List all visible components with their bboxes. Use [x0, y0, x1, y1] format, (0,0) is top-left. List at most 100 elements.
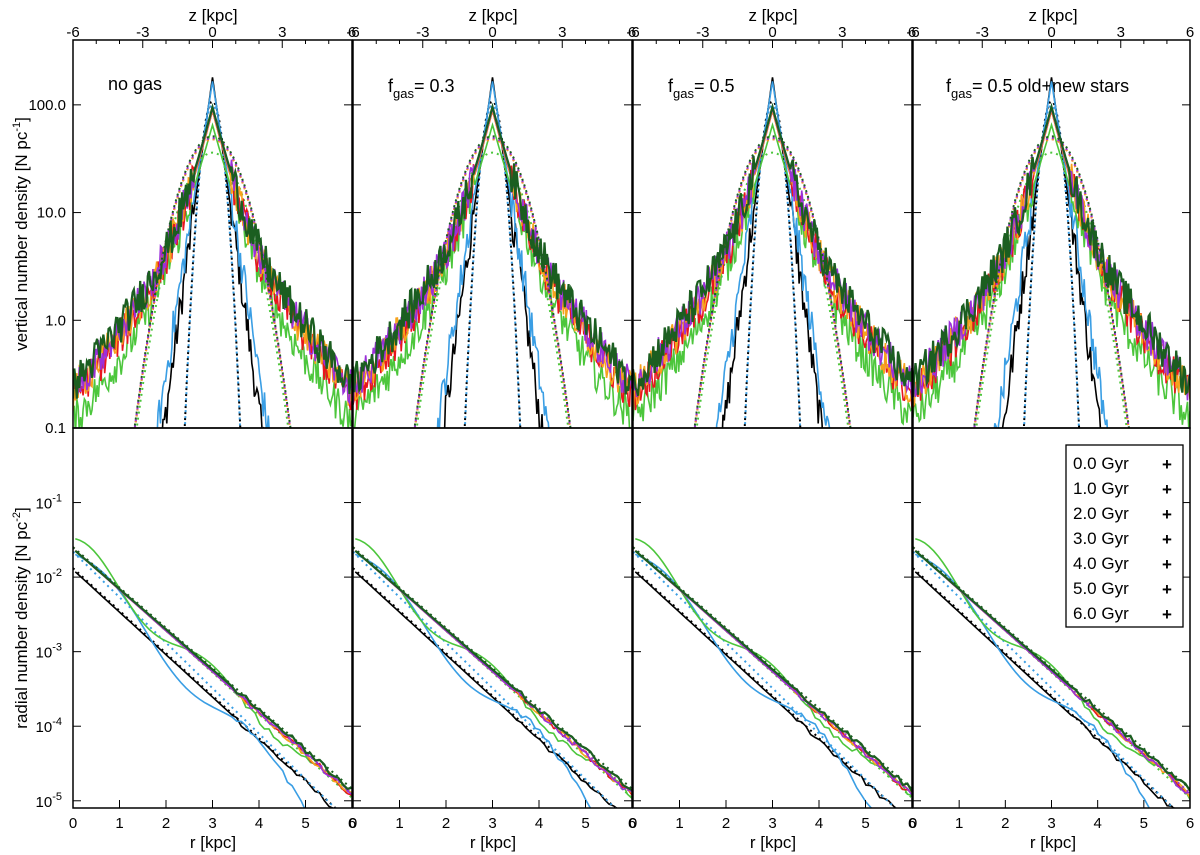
legend-label-5: 5.0 Gyr	[1073, 579, 1129, 598]
vertical-line-3-panel-0	[73, 107, 352, 411]
vertical-line-0-panel-2	[721, 77, 824, 428]
radial-line-6-panel-0	[74, 549, 352, 791]
vertical-line-0-panel-0	[161, 77, 264, 428]
r-tick-label-1-6: 6	[628, 815, 636, 832]
r-tick-label-3-1: 1	[955, 815, 963, 832]
legend-marker-4: +	[1162, 555, 1172, 574]
top-xlabel-1: z [kpc]	[468, 6, 517, 25]
vertical-fit-6-panel-0	[133, 135, 292, 428]
r-tick-label-3-3: 3	[1047, 815, 1055, 832]
vertical-line-4-panel-0	[73, 107, 352, 411]
r-tick-label-0-3: 3	[208, 815, 216, 832]
vy-tick-label-1: 1.0	[45, 312, 66, 329]
radial-line-6-panel-2	[634, 549, 912, 793]
radial-ylabel: radial number density [N pc-2]	[11, 507, 31, 728]
r-tick-label-2-1: 1	[675, 815, 683, 832]
r-tick-label-0-4: 4	[255, 815, 263, 832]
z-tick-label-3-0: -6	[906, 24, 919, 41]
radial-line-6-panel-1	[354, 549, 632, 792]
vertical-fit-2-panel-2	[695, 151, 850, 428]
r-tick-label-1-1: 1	[395, 815, 403, 832]
bottom-xlabel-2: r [kpc]	[750, 833, 796, 852]
radial-fit-1-panel-2	[633, 551, 897, 808]
radial-line-0-panel-1	[354, 571, 618, 808]
panel-label-3: fgas= 0.5 old+new stars	[946, 76, 1129, 101]
legend-label-6: 6.0 Gyr	[1073, 604, 1129, 623]
radial-fit-6-panel-0	[73, 546, 352, 790]
legend-box	[1065, 444, 1184, 628]
vertical-fit-0-panel-2	[743, 100, 802, 428]
r-tick-label-1-4: 4	[535, 815, 543, 832]
r-tick-label-0-6: 6	[348, 815, 356, 832]
radial-fit-0-panel-1	[353, 567, 617, 808]
z-tick-label-0-0: -6	[66, 24, 79, 41]
vertical-line-0-panel-3	[1001, 77, 1102, 428]
legend-label-3: 3.0 Gyr	[1073, 529, 1129, 548]
ry-tick-label-2: 10-3	[36, 642, 62, 662]
vertical-line-6-panel-2	[633, 102, 912, 396]
r-tick-label-3-0: 0	[909, 815, 917, 832]
r-tick-label-1-5: 5	[581, 815, 589, 832]
vertical-line-1-panel-3	[993, 81, 1109, 428]
plot-layer	[73, 77, 1190, 808]
radial-fit-1-panel-0	[73, 551, 337, 808]
vertical-fit-5-panel-1	[413, 136, 572, 428]
panel-label-1: fgas= 0.3	[388, 76, 455, 101]
legend-marker-5: +	[1162, 580, 1172, 599]
radial-line-2-panel-0	[75, 537, 352, 795]
radial-fit-6-panel-2	[633, 546, 912, 790]
vy-tick-label-3: 100.0	[28, 97, 66, 114]
vertical-fit-2-panel-0	[135, 151, 290, 428]
z-tick-label-2-2: 0	[768, 24, 776, 41]
frame-layer	[72, 39, 1191, 809]
z-tick-label-1-0: -6	[346, 24, 359, 41]
r-tick-label-0-5: 5	[301, 815, 309, 832]
radial-fit-6-panel-3	[913, 546, 1190, 790]
vertical-line-0-panel-1	[443, 77, 544, 428]
radial-line-0-panel-0	[74, 571, 335, 808]
radial-fit-0-panel-3	[913, 567, 1176, 808]
vertical-fit-1-panel-3	[1023, 104, 1080, 428]
vertical-line-6-panel-1	[353, 102, 632, 395]
radial-panel-frame-3	[912, 427, 1191, 809]
top-xlabel-0: z [kpc]	[188, 6, 237, 25]
z-tick-label-0-2: 0	[208, 24, 216, 41]
radial-fit-1-panel-3	[913, 551, 1175, 808]
r-tick-label-2-2: 2	[722, 815, 730, 832]
vertical-line-2-panel-0	[73, 122, 352, 428]
vertical-line-2-panel-2	[633, 122, 912, 426]
vertical-line-1-panel-1	[436, 81, 550, 428]
r-tick-label-2-0: 0	[629, 815, 637, 832]
vertical-ylabel: vertical number density [N pc-1]	[11, 117, 31, 351]
vertical-line-1-panel-0	[156, 81, 270, 428]
r-tick-label-2-4: 4	[815, 815, 823, 832]
radial-panel-frame-2	[632, 427, 913, 809]
legend-label-1: 1.0 Gyr	[1073, 479, 1129, 498]
legend: 0.0 Gyr + 1.0 Gyr + 2.0 Gyr + 3.0 Gyr + …	[1065, 444, 1184, 628]
vertical-line-6-panel-0	[73, 102, 352, 399]
vertical-line-1-panel-2	[715, 81, 831, 428]
legend-marker-0: +	[1162, 455, 1172, 474]
z-tick-label-3-1: -3	[976, 24, 989, 41]
radial-fit-6-panel-1	[353, 546, 632, 790]
radial-line-1-panel-2	[634, 553, 873, 808]
ry-tick-label-3: 10-2	[36, 567, 62, 587]
r-tick-label-1-3: 3	[488, 815, 496, 832]
vertical-line-2-panel-3	[913, 122, 1190, 428]
radial-panel-frame-1	[352, 427, 633, 809]
r-tick-label-1-2: 2	[442, 815, 450, 832]
radial-line-1-panel-1	[354, 553, 592, 808]
z-tick-label-1-2: 0	[488, 24, 496, 41]
vertical-fit-5-panel-2	[693, 136, 852, 428]
vertical-fit-4-panel-2	[693, 138, 852, 428]
z-tick-label-3-3: 3	[1117, 24, 1125, 41]
vertical-fit-0-panel-3	[1022, 100, 1081, 428]
vertical-fit-6-panel-2	[693, 135, 852, 428]
vy-tick-label-0: 0.1	[45, 420, 66, 437]
vertical-fit-6-panel-1	[413, 135, 572, 428]
z-tick-label-2-3: 3	[838, 24, 846, 41]
radial-line-1-panel-0	[74, 553, 306, 808]
top-xlabel-3: z [kpc]	[1028, 6, 1077, 25]
z-tick-label-1-3: 3	[558, 24, 566, 41]
